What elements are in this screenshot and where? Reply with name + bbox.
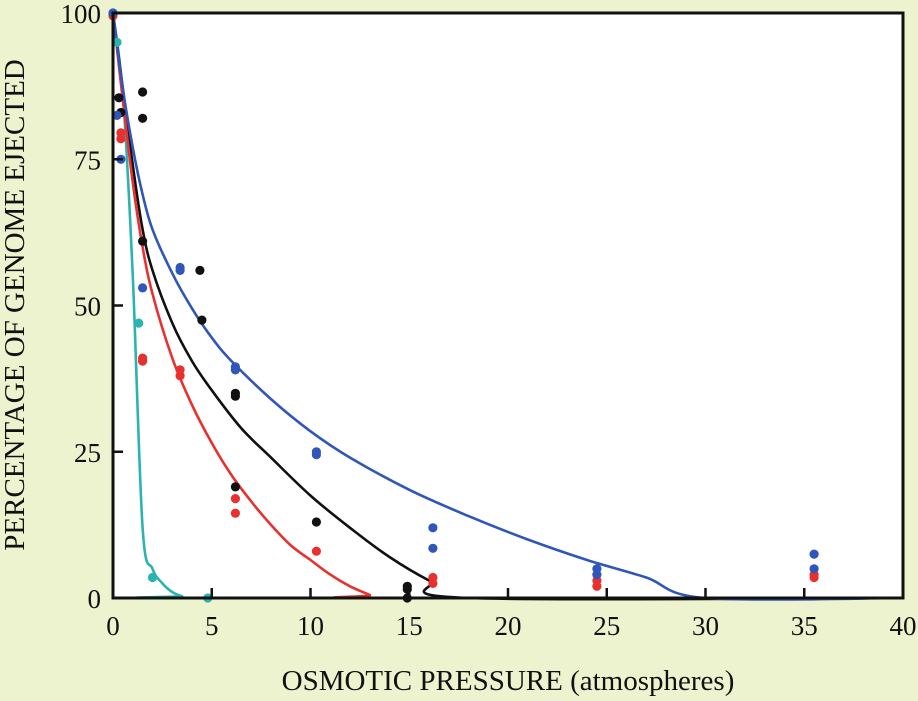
data-point-blue (311, 450, 321, 460)
data-point-black (114, 93, 124, 103)
fit-curve-blue (111, 12, 904, 601)
data-point-red (138, 356, 148, 366)
plot-area (113, 13, 903, 598)
data-point-blue (428, 523, 438, 533)
data-point-red (428, 578, 438, 589)
data-point-teal (147, 572, 158, 583)
data-point-black (230, 391, 240, 401)
data-point-red (230, 494, 240, 504)
y-tick-label: 50 (74, 292, 101, 322)
x-tick-label: 20 (495, 611, 522, 641)
y-tick-label: 100 (61, 0, 102, 29)
data-point-red (175, 371, 185, 381)
x-tick-label: 30 (692, 611, 719, 641)
y-tick-label: 75 (74, 145, 101, 175)
y-tick-label: 25 (74, 438, 101, 468)
data-point-red (809, 572, 819, 583)
data-points (108, 8, 819, 603)
data-point-blue (138, 283, 148, 293)
data-point-black (138, 87, 148, 97)
axis-ticks (111, 11, 905, 600)
data-point-black (138, 113, 148, 123)
x-axis-title: OSMOTIC PRESSURE (atmospheres) (282, 665, 735, 697)
y-tick-label: 0 (88, 584, 102, 614)
data-point-red (116, 134, 126, 144)
data-point-blue (592, 570, 602, 580)
data-point-blue (809, 549, 819, 559)
data-point-blue (809, 564, 819, 574)
x-tick-label: 10 (297, 611, 324, 641)
x-tick-label: 5 (205, 611, 219, 641)
y-tick-labels: 0 25 50 75 100 (61, 0, 102, 614)
data-point-black (138, 236, 148, 246)
x-tick-label: 35 (791, 611, 818, 641)
data-point-black (311, 517, 321, 527)
data-point-red (592, 581, 602, 591)
data-point-red (230, 508, 240, 518)
x-tick-label: 15 (396, 611, 423, 641)
data-point-black (195, 265, 205, 275)
data-point-black (402, 584, 412, 594)
x-tick-label: 40 (890, 611, 917, 641)
data-point-red (311, 546, 321, 556)
data-point-blue (428, 543, 438, 553)
data-point-black (197, 315, 207, 325)
x-tick-label: 25 (593, 611, 620, 641)
data-point-teal (112, 37, 122, 47)
fit-curve-black (111, 12, 904, 601)
data-point-black (230, 482, 240, 492)
data-point-blue (230, 365, 240, 375)
y-axis-title: PERCENTAGE OF GENOME EJECTED (0, 59, 31, 550)
data-point-blue (175, 265, 185, 275)
x-tick-label: 0 (106, 611, 120, 641)
data-point-teal (134, 318, 144, 328)
data-point-blue (112, 110, 122, 120)
x-tick-labels: 0 5 10 15 20 25 30 35 40 (106, 611, 916, 641)
